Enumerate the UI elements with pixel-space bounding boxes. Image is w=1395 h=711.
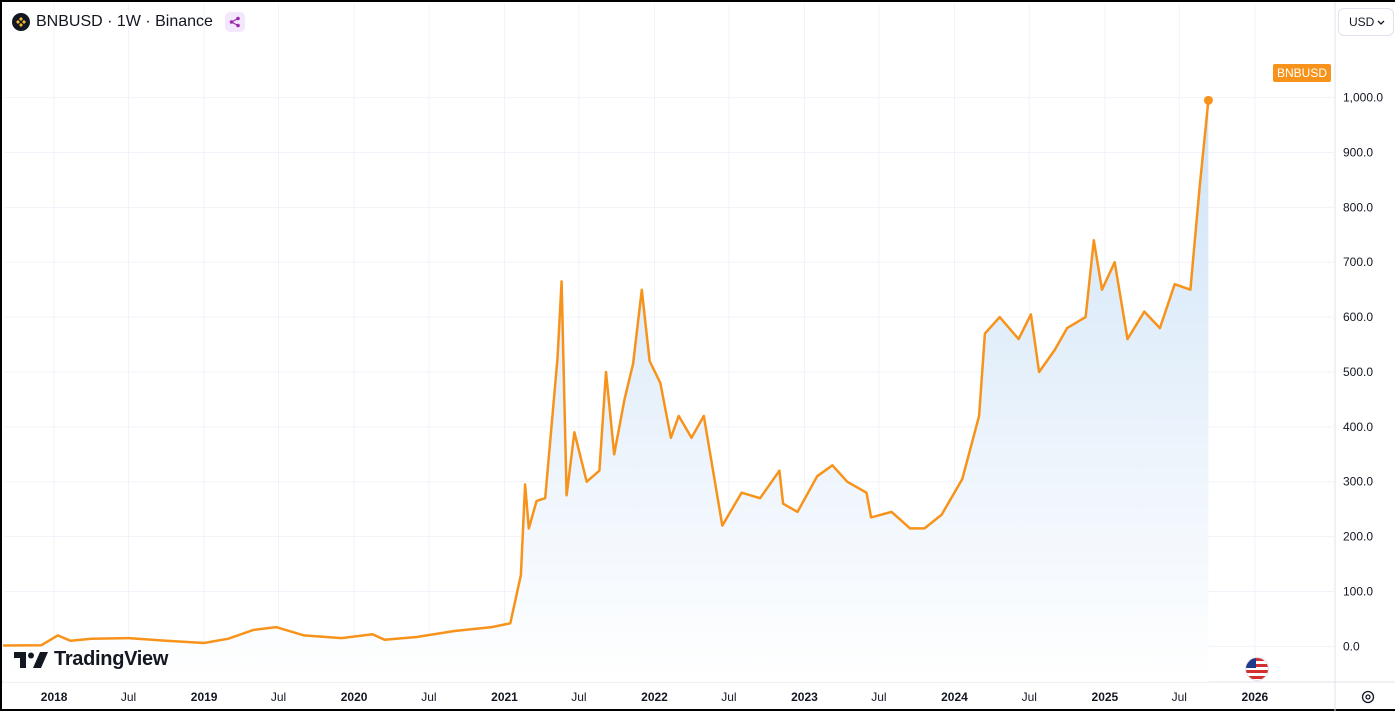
settings-icon[interactable] — [1359, 688, 1377, 706]
series-line — [2, 99, 1210, 647]
y-tick-label: 100.0 — [1343, 584, 1373, 598]
chevron-down-icon — [1377, 15, 1385, 29]
share-icon[interactable] — [224, 12, 245, 32]
y-tick-label: 800.0 — [1343, 200, 1373, 214]
x-tick-label: Jul — [271, 690, 286, 704]
symbol-title[interactable]: BNBUSD · 1W · Binance — [36, 13, 213, 30]
x-tick-label: 2019 — [191, 690, 218, 704]
x-tick-label: Jul — [421, 690, 436, 704]
tradingview-logo[interactable]: TradingView — [14, 648, 168, 671]
x-tick-label: 2022 — [641, 690, 668, 704]
y-tick-label: 1,000.0 — [1343, 91, 1383, 105]
x-tick-label: 2024 — [941, 690, 968, 704]
x-tick-label: 2025 — [1092, 690, 1119, 704]
x-tick-label: 2026 — [1242, 690, 1269, 704]
tradingview-logo-icon — [14, 651, 48, 668]
y-tick-label: 400.0 — [1343, 420, 1373, 434]
y-tick-label: 200.0 — [1343, 530, 1373, 544]
x-tick-label: 2020 — [341, 690, 368, 704]
x-tick-label: 2018 — [41, 690, 68, 704]
x-tick-label: 2021 — [491, 690, 518, 704]
us-flag-icon[interactable] — [1245, 657, 1269, 681]
x-tick-label: Jul — [1022, 690, 1037, 704]
x-tick-label: Jul — [571, 690, 586, 704]
x-tick-label: Jul — [871, 690, 886, 704]
brand-name: TradingView — [54, 648, 169, 670]
chart-header: BNBUSD · 1W · Binance — [12, 10, 245, 34]
last-price-label: BNBUSD — [1273, 64, 1332, 82]
y-tick-label: 0.0 — [1343, 639, 1360, 653]
x-tick-label: Jul — [1172, 690, 1187, 704]
y-tick-label: 300.0 — [1343, 475, 1373, 489]
x-tick-label: Jul — [721, 690, 736, 704]
y-tick-label: 600.0 — [1343, 310, 1373, 324]
currency-label: USD — [1349, 15, 1375, 29]
y-tick-label: 900.0 — [1343, 145, 1373, 159]
last-price-marker — [1203, 95, 1213, 105]
y-tick-label: 500.0 — [1343, 365, 1373, 379]
x-tick-label: 2023 — [791, 690, 818, 704]
y-tick-label: 700.0 — [1343, 255, 1373, 269]
currency-select[interactable]: USD — [1338, 8, 1394, 36]
x-tick-label: Jul — [121, 690, 136, 704]
bnb-coin-icon — [12, 13, 30, 31]
series-area — [4, 100, 1209, 682]
